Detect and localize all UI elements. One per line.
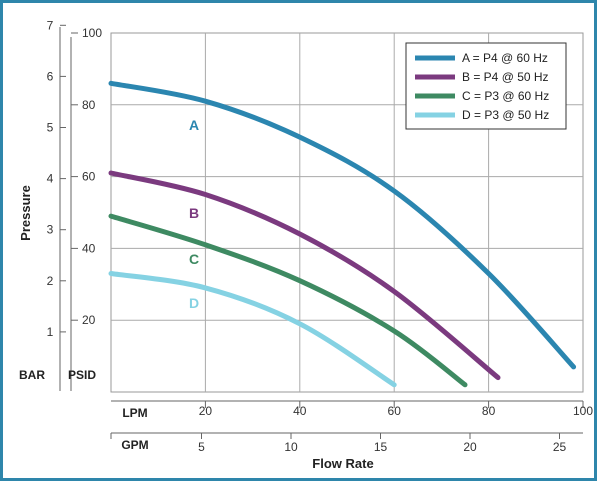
lpm-tick-label: 60 — [388, 404, 402, 418]
curve-B — [111, 173, 498, 378]
legend-entry-C: C = P3 @ 60 Hz — [462, 89, 549, 103]
bar-tick-label: 7 — [47, 18, 54, 32]
lpm-tick-label: 80 — [482, 404, 496, 418]
psid-tick-label: 40 — [82, 241, 96, 255]
bar-tick-label: 3 — [47, 223, 54, 237]
curve-label-C: C — [189, 251, 199, 267]
legend-entry-B: B = P4 @ 50 Hz — [462, 70, 549, 84]
lpm-unit-label: LPM — [122, 406, 147, 420]
bar-tick-label: 2 — [47, 274, 54, 288]
bar-tick-label: 1 — [47, 325, 54, 339]
curve-C — [111, 216, 465, 385]
gpm-tick-label: 15 — [374, 440, 388, 454]
bar-tick-label: 5 — [47, 121, 54, 135]
gpm-tick-label: 25 — [553, 440, 567, 454]
lpm-tick-label: 40 — [293, 404, 307, 418]
curve-D — [111, 274, 394, 385]
legend: A = P4 @ 60 Hz B = P4 @ 50 Hz C = P3 @ 60 … — [406, 43, 566, 129]
psid-tick-label: 100 — [82, 26, 102, 40]
x-axis-title: Flow Rate — [312, 456, 373, 471]
pump-curve-chart: 20 40 60 80 100 1 2 3 4 5 6 7 20 40 60 80 100 5 10 15 20 25 A… — [3, 3, 594, 478]
lpm-tick-label: 100 — [573, 404, 593, 418]
psid-tick-label: 60 — [82, 170, 96, 184]
curve-label-A: A — [189, 117, 199, 133]
bar-unit-label: BAR — [19, 368, 45, 382]
gpm-tick-label: 10 — [284, 440, 298, 454]
gpm-unit-label: GPM — [121, 438, 148, 452]
y-axis-title: Pressure — [18, 185, 33, 241]
legend-entry-D: D = P3 @ 50 Hz — [462, 108, 549, 122]
lpm-tick-label: 20 — [199, 404, 213, 418]
psid-unit-label: PSID — [68, 368, 96, 382]
gpm-tick-label: 5 — [198, 440, 205, 454]
bar-tick-label: 4 — [47, 172, 54, 186]
curve-label-D: D — [189, 295, 199, 311]
legend-entry-A: A = P4 @ 60 Hz — [462, 51, 548, 65]
psid-tick-label: 80 — [82, 98, 96, 112]
curve-label-B: B — [189, 205, 199, 221]
gpm-tick-label: 20 — [463, 440, 477, 454]
bar-tick-label: 6 — [47, 69, 54, 83]
psid-tick-label: 20 — [82, 313, 96, 327]
